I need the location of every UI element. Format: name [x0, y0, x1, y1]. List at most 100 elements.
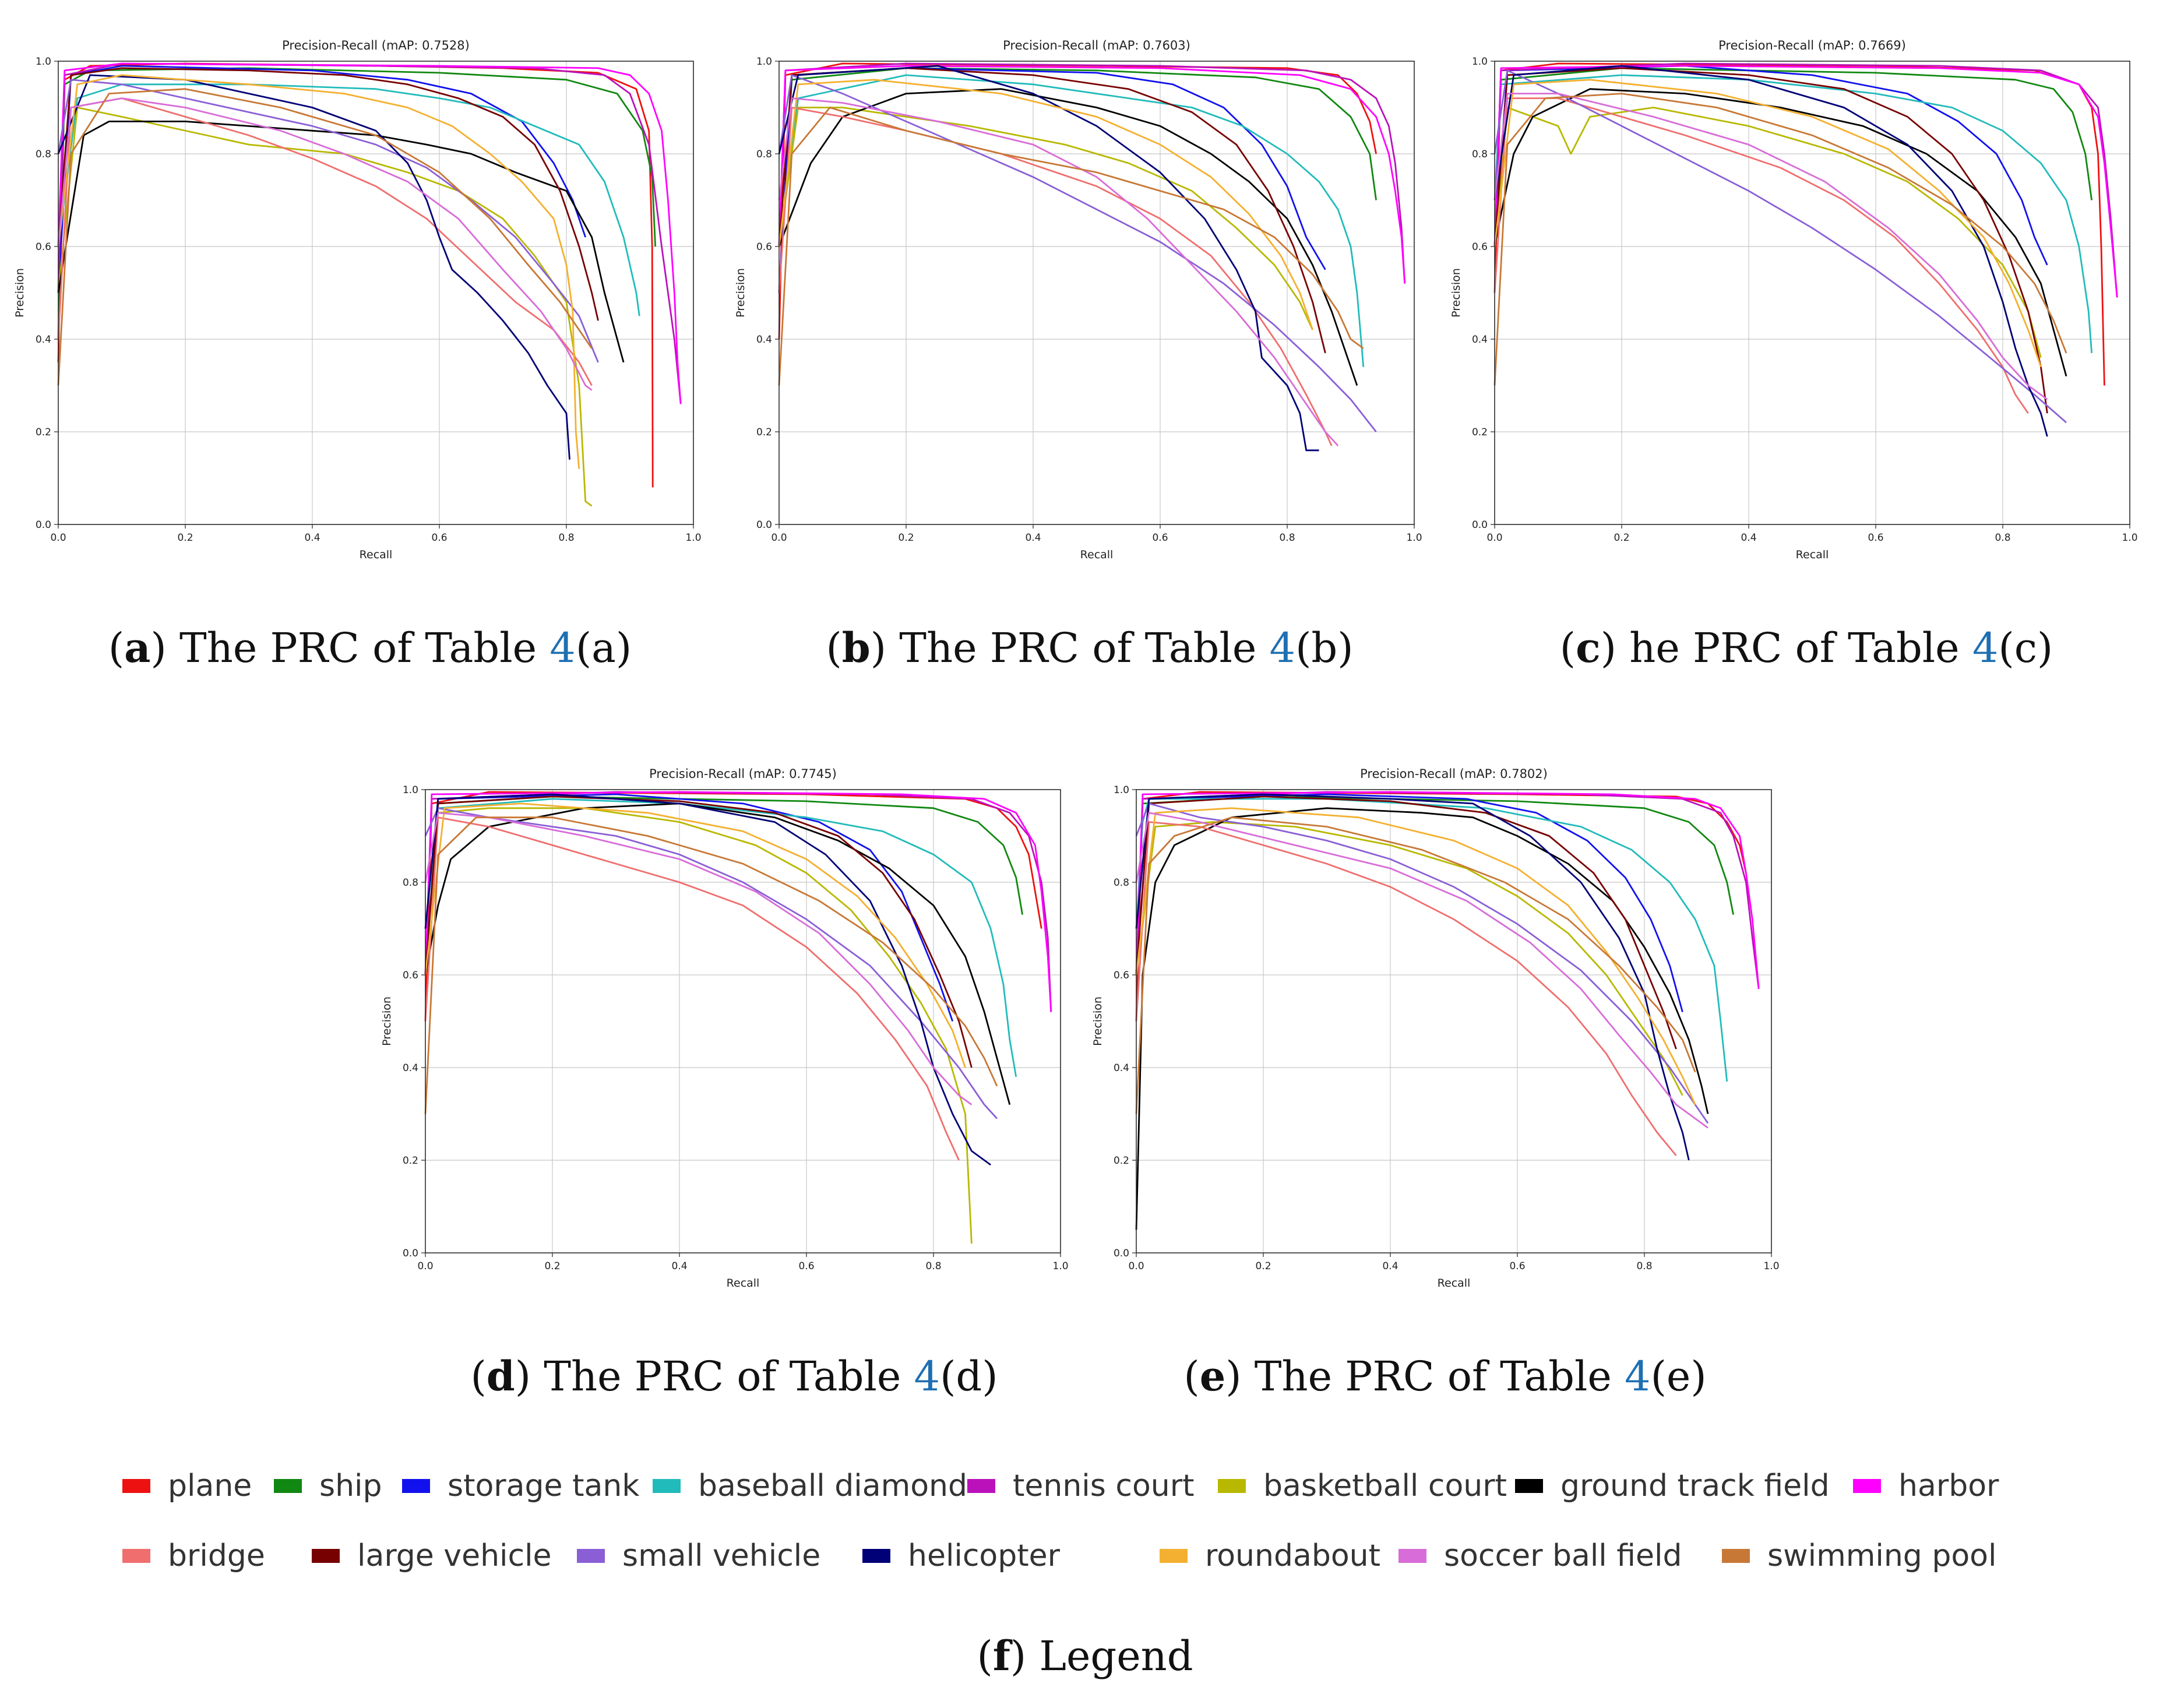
y-tick-label: 0.6: [1114, 970, 1129, 981]
series-line-bridge: [57, 97, 593, 386]
caption-c: (c) he PRC of Table 4(c): [1559, 624, 2053, 672]
y-tick-label: 0.2: [756, 427, 772, 438]
chart-title-c: Precision-Recall (mAP: 0.7669): [1718, 38, 1906, 52]
x-tick-label: 0.6: [798, 1260, 814, 1272]
series-line-bridge: [1135, 821, 1677, 1156]
legend-swatch: [122, 1549, 150, 1563]
y-tick-label: 0.2: [1472, 427, 1488, 438]
y-tick-label: 1.0: [403, 784, 418, 796]
series-line-soccer-ball-field: [1135, 812, 1708, 1129]
legend-label: tennis court: [1013, 1468, 1195, 1503]
legend-swatch: [274, 1479, 302, 1493]
legend-item-tennis-court: tennis court: [967, 1468, 1195, 1503]
x-axis-label: Recall: [1796, 548, 1829, 561]
series-line-helicopter: [424, 793, 991, 1166]
plot-frame: [425, 789, 1061, 1253]
plot-frame: [1136, 789, 1772, 1253]
y-tick-label: 0.0: [403, 1248, 418, 1259]
series-line-small-vehicle: [1493, 69, 2067, 424]
legend-label: harbor: [1898, 1468, 1999, 1503]
series-line-soccer-ball-field: [778, 97, 1339, 446]
x-axis-label: Recall: [727, 1277, 760, 1290]
legend-item-soccer-ball-field: soccer ball field: [1398, 1538, 1682, 1573]
series-line-harbor: [778, 65, 1406, 284]
prc-chart-c: Precision-Recall (mAP: 0.7669) 0.0 0.2 0.4 0…: [1448, 17, 2159, 600]
x-tick-label: 0.4: [1382, 1260, 1398, 1272]
y-tick-label: 0.2: [36, 427, 51, 438]
x-tick-label: 0.2: [1255, 1260, 1271, 1272]
series-line-roundabout: [57, 74, 580, 469]
series-line-bridge: [778, 107, 1333, 446]
series-line-storage-tank: [57, 65, 587, 293]
legend-item-baseball-diamond: baseball diamond: [653, 1468, 967, 1503]
legend-label: roundabout: [1205, 1538, 1381, 1573]
series-line-baseball-diamond: [424, 798, 1017, 1077]
legend-swatch: [1218, 1479, 1246, 1493]
x-tick-label: 0.2: [898, 532, 914, 544]
prc-chart-b: Precision-Recall (mAP: 0.7603) 0.0 0.2 0.4 0…: [732, 17, 1443, 600]
series-line-ship: [778, 67, 1377, 293]
plot-frame: [778, 61, 1415, 525]
legend-item-swimming-pool: swimming pool: [1722, 1538, 1996, 1573]
prc-chart-a-svg: Precision-Recall (mAP: 0.7528) 0.0 0.2 0.4 0…: [13, 38, 702, 561]
legend-label: soccer ball field: [1444, 1538, 1682, 1573]
caption-f: (f) Legend: [977, 1632, 1193, 1680]
x-tick-label: 0.4: [304, 532, 320, 544]
series-line-ground-track-field: [424, 802, 1011, 1105]
series-line-ground-track-field: [57, 120, 625, 363]
legend-swatch: [653, 1479, 681, 1493]
series-line-helicopter: [1135, 793, 1690, 1161]
series-line-helicopter: [57, 74, 570, 460]
legend-swatch: [967, 1479, 995, 1493]
legend-label: swimming pool: [1767, 1538, 1997, 1573]
x-axis-label: Recall: [360, 548, 393, 561]
x-tick-label: 0.2: [1614, 532, 1629, 544]
series-line-harbor: [57, 62, 682, 404]
series-line-small-vehicle: [1135, 802, 1709, 1124]
series-line-ground-track-field: [1493, 88, 2067, 376]
prc-chart-d-svg: Precision-Recall (mAP: 0.7745) 0.0 0.2 0.4 0…: [381, 767, 1069, 1290]
series-line-baseball-diamond: [1493, 74, 2092, 354]
x-tick-label: 0.8: [1279, 532, 1295, 544]
legend-label: baseball diamond: [698, 1468, 968, 1503]
series-line-roundabout: [1135, 807, 1696, 1105]
y-tick-label: 1.0: [1114, 784, 1129, 796]
legend-swatch: [1398, 1549, 1426, 1563]
legend-label: small vehicle: [622, 1538, 821, 1573]
legend: plane ship storage tank baseball diamond ten…: [0, 1468, 2170, 1573]
prc-chart-c-svg: Precision-Recall (mAP: 0.7669) 0.0 0.2 0.4 0…: [1450, 38, 2138, 561]
prc-chart-b-svg: Precision-Recall (mAP: 0.7603) 0.0 0.2 0.4 0…: [734, 38, 1422, 561]
y-tick-label: 0.6: [756, 241, 772, 253]
series-line-soccer-ball-field: [1493, 93, 2048, 400]
x-tick-label: 1.0: [1052, 1260, 1068, 1272]
x-tick-label: 0.6: [431, 532, 447, 544]
y-tick-label: 0.6: [36, 241, 51, 253]
y-tick-label: 0.6: [403, 970, 418, 981]
y-axis-label: Precision: [13, 268, 26, 318]
series-line-basketball-court: [1493, 107, 2042, 358]
legend-item-ground-track-field: ground track field: [1515, 1468, 1830, 1503]
series-line-large-vehicle: [57, 67, 599, 321]
y-axis-label: Precision: [1091, 996, 1104, 1046]
y-tick-label: 1.0: [36, 56, 51, 68]
prc-chart-a: Precision-Recall (mAP: 0.7528) 0.0 0.2 0.4 0…: [12, 17, 723, 600]
series-line-ship: [57, 67, 656, 340]
legend-swatch: [862, 1549, 890, 1563]
x-tick-label: 0.0: [50, 532, 66, 544]
y-tick-label: 0.4: [1472, 334, 1488, 346]
y-tick-label: 0.0: [1472, 519, 1488, 531]
legend-item-harbor: harbor: [1853, 1468, 1999, 1503]
x-tick-label: 0.8: [1995, 532, 2010, 544]
series-line-swimming-pool: [424, 816, 998, 1114]
x-tick-label: 0.2: [177, 532, 193, 544]
y-tick-label: 0.8: [403, 877, 418, 889]
series-line-baseball-diamond: [1135, 798, 1728, 1082]
series-line-helicopter: [778, 65, 1319, 452]
series-line-ground-track-field: [1135, 807, 1709, 1230]
x-axis-label: Recall: [1080, 548, 1114, 561]
x-axis-label: Recall: [1438, 1277, 1471, 1290]
series-line-small-vehicle: [57, 79, 599, 363]
x-tick-label: 0.4: [1741, 532, 1756, 544]
legend-label: plane: [168, 1468, 252, 1503]
legend-swatch: [402, 1479, 430, 1493]
